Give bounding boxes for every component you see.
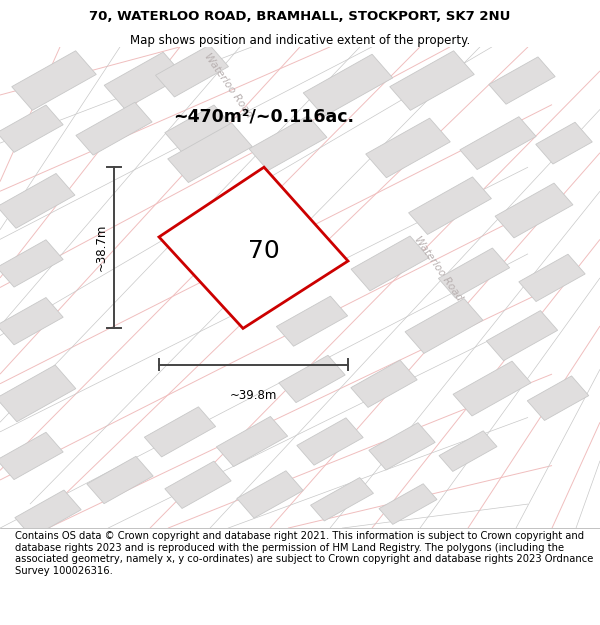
Polygon shape — [495, 183, 573, 238]
Text: ~38.7m: ~38.7m — [94, 224, 107, 271]
Polygon shape — [145, 407, 215, 457]
Polygon shape — [439, 431, 497, 471]
Polygon shape — [104, 52, 184, 109]
Polygon shape — [487, 311, 557, 361]
Polygon shape — [489, 57, 555, 104]
Polygon shape — [369, 422, 435, 470]
Polygon shape — [76, 102, 152, 155]
Text: ~470m²/~0.116ac.: ~470m²/~0.116ac. — [173, 107, 355, 126]
Polygon shape — [0, 298, 63, 345]
Polygon shape — [87, 456, 153, 504]
Polygon shape — [0, 432, 63, 479]
Polygon shape — [453, 361, 531, 416]
Text: ~39.8m: ~39.8m — [230, 389, 277, 401]
Polygon shape — [159, 167, 348, 328]
Polygon shape — [165, 461, 231, 509]
Polygon shape — [297, 418, 363, 465]
Polygon shape — [351, 360, 417, 408]
Polygon shape — [0, 240, 63, 287]
Text: Map shows position and indicative extent of the property.: Map shows position and indicative extent… — [130, 34, 470, 47]
Polygon shape — [15, 490, 81, 538]
Polygon shape — [237, 471, 303, 518]
Text: Contains OS data © Crown copyright and database right 2021. This information is : Contains OS data © Crown copyright and d… — [15, 531, 593, 576]
Text: 70, WATERLOO ROAD, BRAMHALL, STOCKPORT, SK7 2NU: 70, WATERLOO ROAD, BRAMHALL, STOCKPORT, … — [89, 10, 511, 23]
Polygon shape — [279, 355, 345, 402]
Text: Waterloo Road: Waterloo Road — [412, 234, 464, 302]
Polygon shape — [217, 416, 287, 466]
Polygon shape — [0, 105, 63, 152]
Polygon shape — [409, 177, 491, 234]
Polygon shape — [0, 174, 75, 228]
Polygon shape — [249, 116, 327, 171]
Polygon shape — [519, 254, 585, 301]
Polygon shape — [379, 484, 437, 524]
Polygon shape — [405, 299, 483, 353]
Polygon shape — [536, 122, 592, 164]
Polygon shape — [155, 45, 229, 97]
Polygon shape — [390, 51, 474, 111]
Polygon shape — [311, 478, 373, 521]
Polygon shape — [0, 365, 76, 422]
Polygon shape — [351, 236, 429, 291]
Text: Waterloo Road: Waterloo Road — [202, 51, 254, 119]
Polygon shape — [168, 123, 252, 182]
Polygon shape — [165, 105, 231, 152]
Polygon shape — [303, 54, 393, 116]
Polygon shape — [460, 117, 536, 169]
Polygon shape — [527, 376, 589, 421]
Polygon shape — [439, 248, 509, 298]
Text: 70: 70 — [248, 239, 280, 263]
Polygon shape — [277, 296, 347, 346]
Polygon shape — [366, 118, 450, 178]
Polygon shape — [12, 51, 96, 111]
